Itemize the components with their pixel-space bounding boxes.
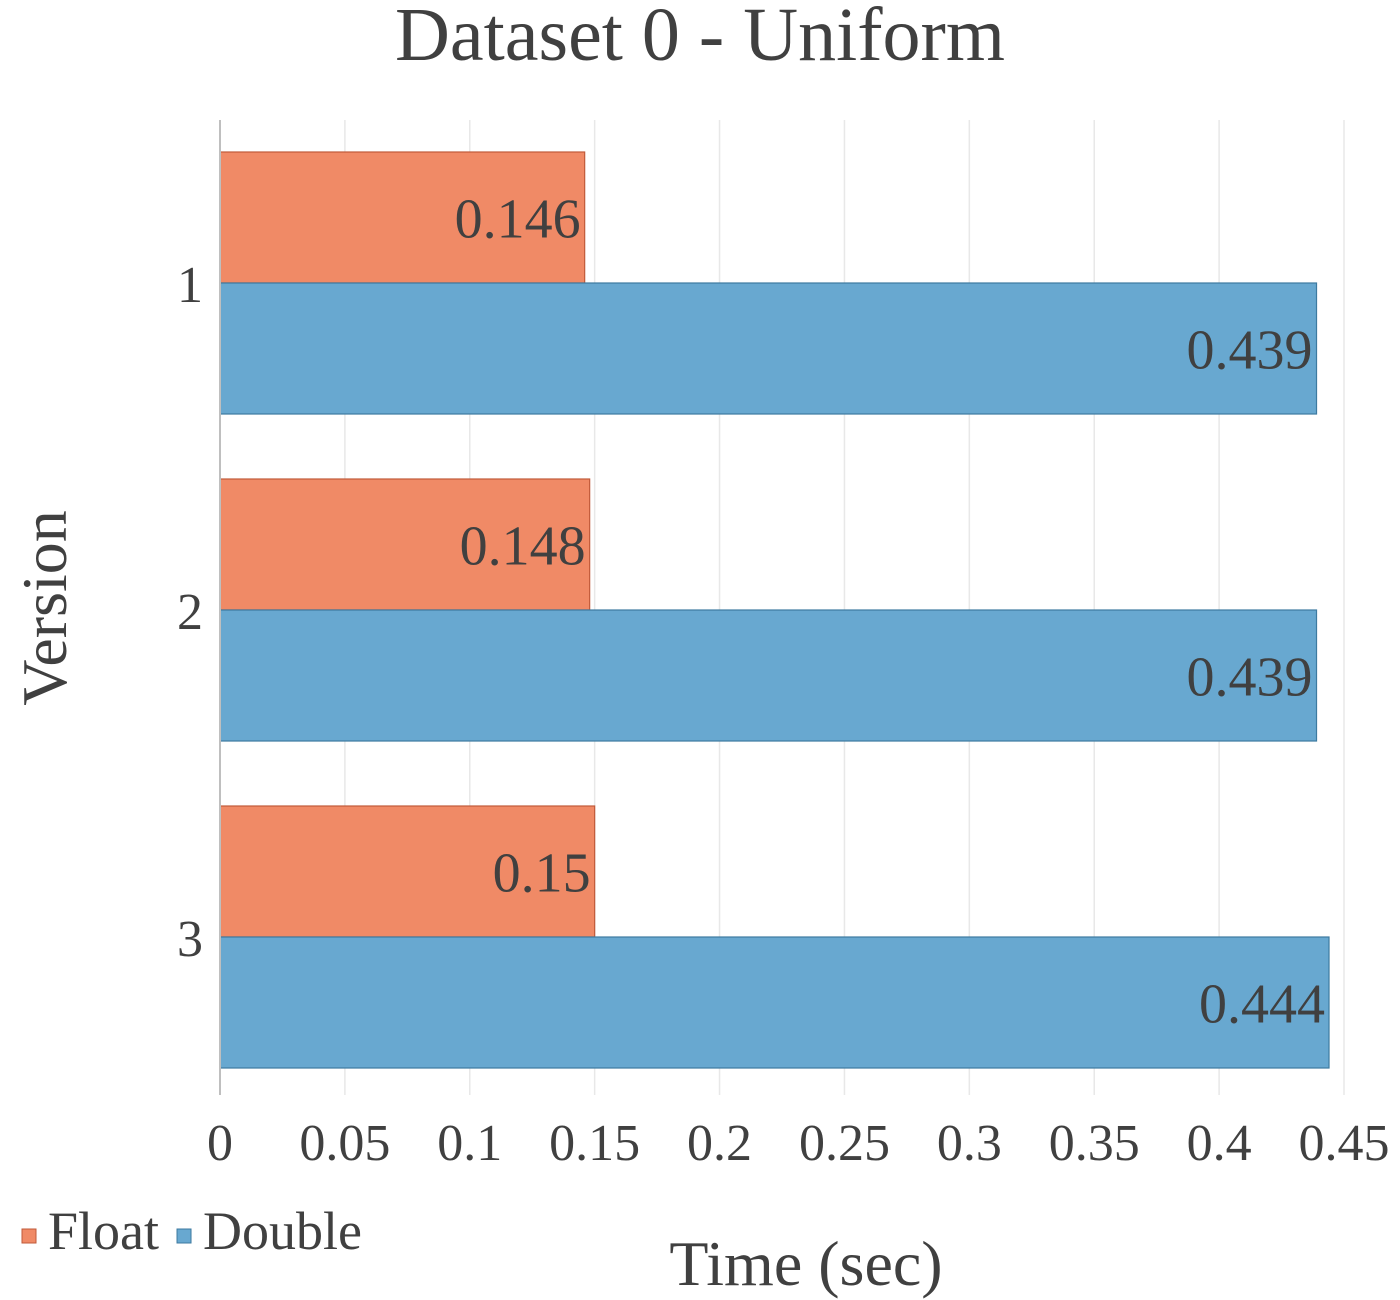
y-axis-ticks: 1 2 3 — [177, 257, 203, 968]
legend-label-float: Float — [48, 1201, 159, 1261]
x-tick-label: 0.4 — [1187, 1115, 1252, 1172]
x-tick-label: 0.35 — [1049, 1115, 1140, 1172]
x-tick-label: 0.05 — [299, 1115, 390, 1172]
x-axis-title: Time (sec) — [669, 1228, 942, 1299]
y-tick-label: 3 — [177, 911, 203, 968]
data-labels: 0.146 0.439 0.148 0.439 0.15 0.444 — [455, 189, 1325, 1036]
x-tick-label: 0.3 — [937, 1115, 1002, 1172]
y-tick-label: 1 — [177, 257, 203, 314]
x-axis-ticks: 0 0.05 0.1 0.15 0.2 0.25 0.3 0.35 0.4 0.45 — [207, 1115, 1390, 1172]
legend-label-double: Double — [203, 1201, 362, 1261]
y-tick-label: 2 — [177, 584, 203, 641]
bar-double-1 — [219, 282, 1318, 415]
x-tick-label: 0.25 — [799, 1115, 890, 1172]
legend-swatch-double — [176, 1228, 192, 1244]
bar-double-3 — [219, 936, 1330, 1069]
x-tick-label: 0.2 — [687, 1115, 752, 1172]
x-tick-label: 0.45 — [1299, 1115, 1390, 1172]
bar-float-1 — [219, 151, 586, 284]
data-label-float-2: 0.148 — [460, 516, 586, 578]
legend: Float Double — [21, 1201, 362, 1261]
x-tick-label: 0.1 — [437, 1115, 502, 1172]
data-label-double-2: 0.439 — [1187, 647, 1313, 709]
chart-title: Dataset 0 - Uniform — [395, 0, 1005, 77]
x-tick-label: 0.15 — [549, 1115, 640, 1172]
data-label-double-1: 0.439 — [1187, 320, 1313, 382]
bars — [219, 151, 1330, 1069]
y-axis-title: Version — [9, 510, 80, 706]
data-label-float-1: 0.146 — [455, 189, 581, 251]
data-label-float-3: 0.15 — [493, 843, 591, 905]
data-label-double-3: 0.444 — [1199, 974, 1325, 1036]
bar-double-2 — [219, 609, 1318, 742]
x-tick-label: 0 — [207, 1115, 233, 1172]
legend-swatch-float — [21, 1228, 37, 1244]
